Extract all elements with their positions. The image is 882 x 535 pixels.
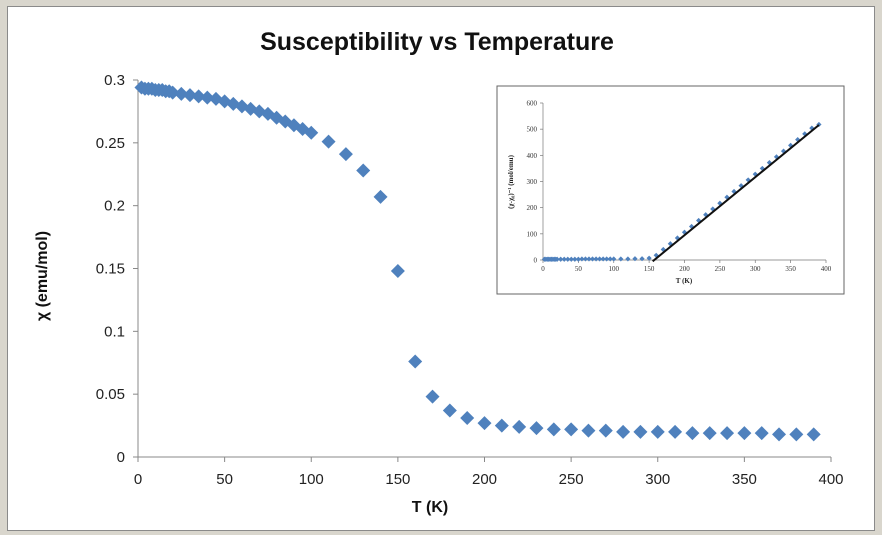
main-data-point xyxy=(650,424,665,439)
inset-fit-line xyxy=(652,124,820,263)
main-data-point xyxy=(425,389,440,404)
main-data-point xyxy=(772,427,787,442)
main-x-axis-label: T (K) xyxy=(412,499,448,516)
main-data-point xyxy=(408,354,423,369)
main-y-tick-label: 0.1 xyxy=(104,323,125,340)
inset-x-tick-label: 50 xyxy=(575,265,583,273)
inset-x-tick-label: 300 xyxy=(750,265,761,273)
inset-y-tick-label: 200 xyxy=(527,204,538,212)
main-data-point xyxy=(633,424,648,439)
main-x-tick-label: 100 xyxy=(299,471,324,488)
main-data-point xyxy=(304,125,319,140)
inset-data-point xyxy=(745,177,751,183)
inset-y-tick-label: 600 xyxy=(527,100,538,108)
main-y-tick-label: 0.05 xyxy=(96,386,125,403)
main-data-point xyxy=(685,426,700,441)
main-data-point xyxy=(477,416,492,431)
inset-data-point xyxy=(816,121,822,128)
inset-x-tick-label: 400 xyxy=(821,265,832,273)
main-x-tick-label: 0 xyxy=(134,471,142,488)
main-x-tick-label: 200 xyxy=(472,471,497,488)
chart-panel: Susceptibility vs Temperature 0 50 100 150 2… xyxy=(7,6,875,531)
main-data-point xyxy=(321,134,336,149)
inset-data-point xyxy=(646,255,652,261)
inset-x-tick-label: 200 xyxy=(679,265,690,273)
main-data-point xyxy=(737,426,752,441)
main-data-point xyxy=(789,427,804,442)
inset-data-point xyxy=(773,154,780,160)
inset-y-tick-label: 400 xyxy=(527,152,538,160)
chart-title: Susceptibility vs Temperature xyxy=(260,28,614,56)
main-data-point xyxy=(494,418,509,433)
main-data-points xyxy=(134,80,821,442)
main-data-point xyxy=(356,163,371,178)
main-y-axis-label: χ (emu/mol) xyxy=(34,231,51,321)
main-data-point xyxy=(529,421,544,436)
main-x-tick-label: 50 xyxy=(216,471,233,488)
main-data-point xyxy=(546,422,561,437)
main-data-point xyxy=(200,90,215,105)
inset-axes: 0 50 100 150 200 250 300 350 400 0 100 200 300 400 500… xyxy=(527,100,832,274)
inset-frame xyxy=(496,85,845,295)
main-y-tick-label: 0.25 xyxy=(96,135,125,152)
main-data-point xyxy=(442,403,457,418)
main-axes: 0 50 100 150 200 250 300 350 400 0 0.05 0.1 0.15 0.2 0… xyxy=(96,72,844,488)
inset-data-point xyxy=(780,148,787,154)
inset-x-axis-label: T (K) xyxy=(676,277,693,285)
inset-data-point xyxy=(674,235,681,241)
inset-y-tick-label: 300 xyxy=(527,178,538,186)
inset-x-tick-label: 150 xyxy=(644,265,655,273)
inset-y-tick-label: 100 xyxy=(527,230,538,238)
main-y-tick-label: 0 xyxy=(117,449,125,466)
main-y-tick-label: 0.2 xyxy=(104,198,125,215)
inset-x-tick-label: 0 xyxy=(541,265,545,273)
main-data-point xyxy=(668,424,683,439)
main-x-tick-label: 250 xyxy=(559,471,584,488)
main-x-tick-label: 150 xyxy=(385,471,410,488)
inset-data-point xyxy=(809,125,815,131)
inset-x-tick-label: 350 xyxy=(785,265,796,273)
main-data-point xyxy=(581,423,596,438)
main-data-point xyxy=(165,85,180,100)
inset-y-axis-label: (χ-χ₀)⁻¹ (mol/emu) xyxy=(507,154,515,208)
main-data-point xyxy=(191,89,206,104)
main-data-point xyxy=(598,423,613,438)
inset-data-point xyxy=(653,252,659,258)
main-data-point xyxy=(373,189,388,204)
inset-chart: 0 50 100 150 200 250 300 350 400 0 100 200 300 400 500… xyxy=(496,85,845,295)
main-data-point xyxy=(174,86,189,101)
inset-data-point xyxy=(667,241,673,247)
main-data-point xyxy=(806,427,821,442)
main-y-tick-label: 0.15 xyxy=(96,261,125,278)
main-data-point xyxy=(512,419,527,434)
main-data-point xyxy=(720,426,735,441)
inset-data-point xyxy=(710,206,716,212)
main-data-point xyxy=(182,88,197,103)
main-data-point xyxy=(338,147,353,162)
main-data-point xyxy=(564,422,579,437)
inset-x-tick-label: 100 xyxy=(609,265,620,273)
main-x-tick-label: 300 xyxy=(645,471,670,488)
main-y-tick-label: 0.3 xyxy=(104,72,125,89)
susceptibility-chart: Susceptibility vs Temperature 0 50 100 150 2… xyxy=(34,28,845,516)
main-data-point xyxy=(460,411,475,426)
main-x-tick-label: 400 xyxy=(818,471,843,488)
main-data-point xyxy=(702,426,717,441)
inset-x-tick-label: 250 xyxy=(715,265,726,273)
inset-y-tick-label: 0 xyxy=(534,257,538,265)
inset-data-point xyxy=(632,256,638,262)
inset-data-point xyxy=(738,183,744,189)
main-x-tick-label: 350 xyxy=(732,471,757,488)
inset-data-point xyxy=(639,256,645,262)
inset-y-tick-label: 500 xyxy=(527,126,538,134)
main-data-point xyxy=(390,264,405,279)
main-data-point xyxy=(754,426,769,441)
inset-data-point xyxy=(703,212,709,218)
main-data-point xyxy=(616,424,631,439)
